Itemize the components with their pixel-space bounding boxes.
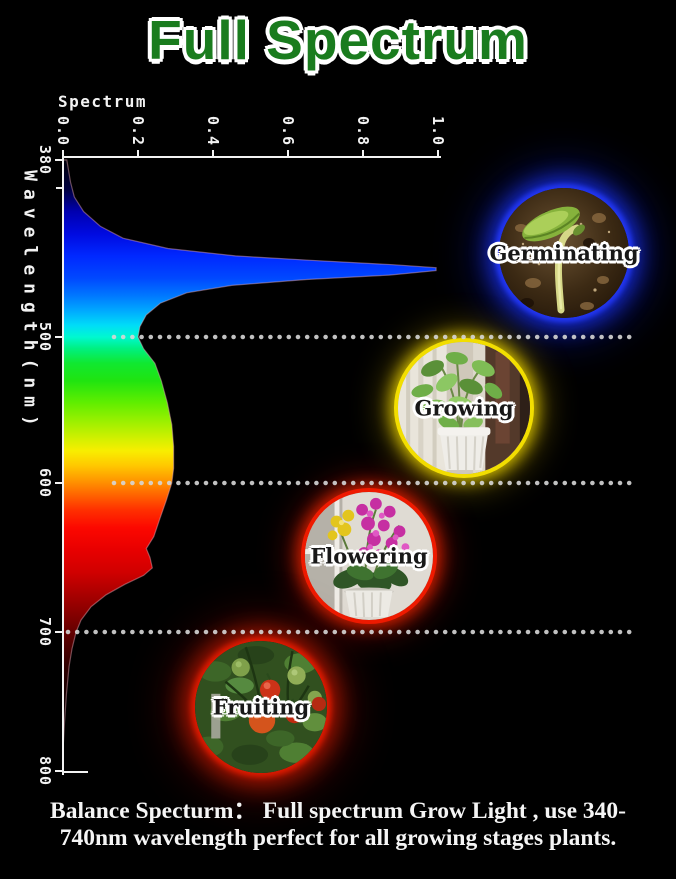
orchid-illustration xyxy=(305,492,433,620)
spectrum-tick-label: 0.2 xyxy=(129,116,147,146)
wavelength-tick-labels: 380 500 600 700 800 xyxy=(36,145,54,786)
wavelength-tick-label: 800 xyxy=(36,756,54,786)
axes xyxy=(55,150,441,775)
wavelength-axis-ticks xyxy=(55,159,62,772)
wavelength-tick-label: 500 xyxy=(36,322,54,352)
spectrum-curve xyxy=(62,159,437,744)
fruiting-label: Fruiting xyxy=(212,694,310,720)
fruiting-circle: Fruiting xyxy=(195,641,327,773)
wavelength-tick-label: 380 xyxy=(36,145,54,175)
spectrum-tick-label: 0.6 xyxy=(279,116,297,146)
germinating-circle: Germinating xyxy=(489,188,639,318)
spectrum-tick-label: 0.8 xyxy=(354,116,372,146)
spectrum-tick-label: 0.4 xyxy=(204,116,222,146)
germinating-photo xyxy=(499,188,629,318)
caption-line-2: 740nm wavelength perfect for all growing… xyxy=(59,825,617,851)
flowering-label: Flowering xyxy=(310,543,428,569)
fruiting-photo xyxy=(195,641,327,773)
seedling-illustration xyxy=(499,188,629,318)
wavelength-axis-label: Wavelength(nm) xyxy=(20,170,41,434)
spectrum-tick-label: 1.0 xyxy=(429,116,447,146)
spectrum-tick-label: 0.0 xyxy=(54,116,72,146)
wavelength-tick-label: 700 xyxy=(36,617,54,647)
spectrum-tick-labels: 0.0 0.2 0.4 0.6 0.8 1.0 xyxy=(54,116,447,146)
growing-label: Growing xyxy=(414,395,514,421)
caption-line-1: Balance Specturm： Full spectrum Grow Lig… xyxy=(50,798,626,824)
spectrum-axis-ticks xyxy=(62,150,439,157)
growing-circle: Growing xyxy=(398,342,530,474)
flowering-circle: Flowering xyxy=(305,492,433,620)
caption: Balance Specturm： Full spectrum Grow Lig… xyxy=(18,798,658,852)
flowering-photo xyxy=(305,492,433,620)
page-title: Full Spectrum xyxy=(148,9,528,71)
spectrum-axis-label: Spectrum xyxy=(58,92,147,111)
tomato-plant-illustration xyxy=(195,641,327,773)
germinating-label: Germinating xyxy=(489,240,639,266)
wavelength-tick-label: 600 xyxy=(36,468,54,498)
